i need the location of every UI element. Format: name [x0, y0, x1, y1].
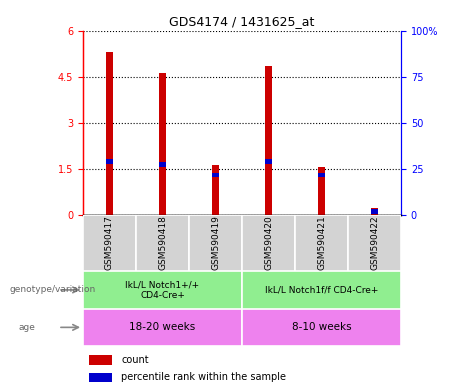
Bar: [83, 215, 136, 271]
Bar: [372, 209, 378, 214]
Bar: [242, 215, 295, 271]
Bar: [106, 52, 112, 215]
Text: age: age: [18, 323, 35, 332]
Text: GSM590418: GSM590418: [158, 215, 167, 270]
Text: 8-10 weeks: 8-10 weeks: [292, 322, 351, 333]
Text: percentile rank within the sample: percentile rank within the sample: [121, 372, 286, 382]
Bar: [266, 159, 272, 164]
Bar: [89, 355, 112, 365]
Bar: [266, 66, 272, 215]
Text: GSM590420: GSM590420: [264, 215, 273, 270]
Text: GSM590417: GSM590417: [105, 215, 114, 270]
Text: 18-20 weeks: 18-20 weeks: [130, 322, 195, 333]
Bar: [189, 215, 242, 271]
Text: GSM590419: GSM590419: [211, 215, 220, 270]
Title: GDS4174 / 1431625_at: GDS4174 / 1431625_at: [169, 15, 315, 28]
Bar: [295, 215, 348, 271]
Bar: [348, 215, 401, 271]
Bar: [160, 73, 165, 215]
Bar: [372, 208, 378, 215]
Text: IkL/L Notch1f/f CD4-Cre+: IkL/L Notch1f/f CD4-Cre+: [265, 285, 378, 295]
Bar: [213, 165, 219, 215]
Bar: [319, 167, 325, 215]
Bar: [83, 309, 242, 346]
Bar: [160, 162, 165, 167]
Bar: [213, 173, 219, 177]
Bar: [242, 309, 401, 346]
Bar: [319, 173, 325, 177]
Text: count: count: [121, 355, 149, 365]
Bar: [89, 372, 112, 382]
Bar: [242, 271, 401, 309]
Bar: [83, 271, 242, 309]
Text: GSM590422: GSM590422: [370, 215, 379, 270]
Text: IkL/L Notch1+/+
CD4-Cre+: IkL/L Notch1+/+ CD4-Cre+: [125, 280, 200, 300]
Text: GSM590421: GSM590421: [317, 215, 326, 270]
Text: genotype/variation: genotype/variation: [9, 285, 95, 295]
Bar: [136, 215, 189, 271]
Bar: [106, 159, 112, 164]
